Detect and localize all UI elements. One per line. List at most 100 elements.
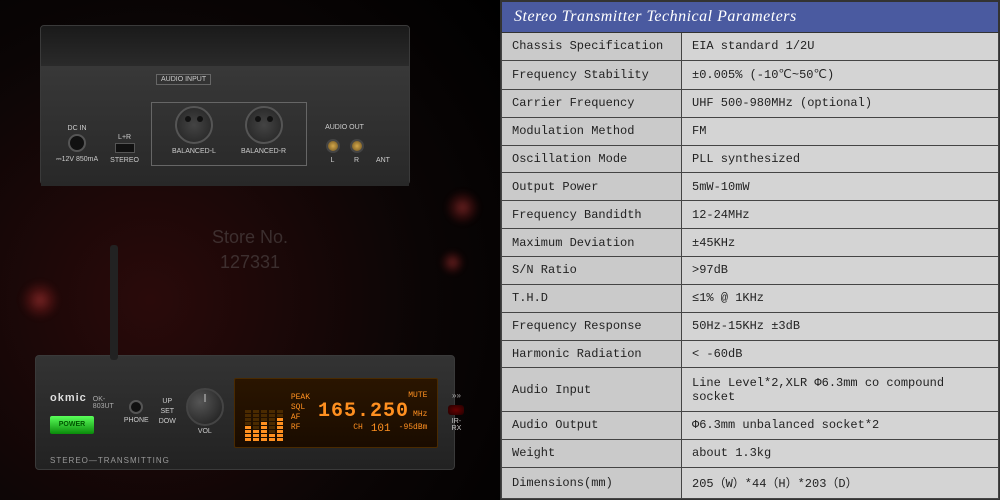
up-label: UP	[162, 398, 172, 405]
table-row: Maximum Deviation±45KHz	[502, 229, 999, 257]
ir-rx-group: »» IR-RX	[448, 391, 464, 434]
ch-label: CH	[353, 423, 363, 435]
lcd-display: PEAK SQL AF RF MUTE 165.250 MHz CH 101 -…	[234, 378, 439, 448]
antenna-icon	[110, 245, 118, 360]
vol-label: VOL	[198, 428, 212, 435]
watermark: Store No. 127331	[212, 225, 288, 275]
set-label: SET	[160, 408, 174, 415]
spec-value: 205（W）*44（H）*203（D）	[682, 467, 999, 498]
left-controls: okmic OK-803UT POWER	[50, 392, 114, 434]
spec-value: FM	[682, 117, 999, 145]
ir-receiver-icon	[448, 405, 464, 415]
down-label: DOW	[159, 418, 176, 425]
table-row: Frequency Bandidth12-24MHz	[502, 201, 999, 229]
balanced-input-group: BALANCED-L BALANCED-R	[151, 102, 307, 166]
audio-out-group: AUDIO OUT L R	[325, 124, 364, 166]
stereo-transmitting-label: STEREO—TRANSMITTING	[50, 456, 170, 465]
table-row: Chassis SpecificationEIA standard 1/2U	[502, 33, 999, 61]
rf-level-value: -95dBm	[399, 423, 428, 435]
af-label: AF	[291, 413, 310, 422]
power-button: POWER	[50, 416, 94, 434]
jack-l-group: L	[326, 139, 340, 166]
spec-table-panel: Stereo Transmitter Technical Parameters …	[500, 0, 1000, 500]
front-panel: okmic OK-803UT POWER PHONE UP SET DOW VO…	[36, 356, 454, 469]
spec-key: Modulation Method	[502, 117, 682, 145]
xlr-connector-icon	[245, 106, 283, 144]
spec-value: UHF 500-980MHz (optional)	[682, 89, 999, 117]
spec-key: Frequency Stability	[502, 60, 682, 89]
table-row: Audio OutputΦ6.3mm unbalanced socket*2	[502, 411, 999, 439]
spec-value: 50Hz-15KHz ±3dB	[682, 312, 999, 340]
stereo-switch-group: L+R STEREO	[110, 134, 139, 166]
table-row: Modulation MethodFM	[502, 117, 999, 145]
product-photo-panel: Store No. 127331 AUDIO INPUT DC IN ⎓12V …	[0, 0, 500, 500]
table-row: Output Power5mW-10mW	[502, 173, 999, 201]
bokeh-light	[440, 250, 465, 275]
stereo-label: STEREO	[110, 157, 139, 164]
xlr-connector-icon	[175, 106, 213, 144]
nav-buttons: UP SET DOW	[159, 398, 176, 427]
frequency-value: 165.250	[318, 400, 409, 423]
xlr-right-group: BALANCED-R	[241, 106, 286, 157]
balanced-r-label: BALANCED-R	[241, 148, 286, 155]
port-row: DC IN ⎓12V 850mA L+R STEREO BALANCED-L	[56, 86, 394, 166]
table-row: S/N Ratio>97dB	[502, 257, 999, 285]
irrx-label: IR-RX	[448, 418, 464, 432]
brand-logo: okmic	[50, 392, 87, 404]
sql-label: SQL	[291, 403, 310, 412]
dc-label: DC IN	[68, 125, 87, 132]
dc-jack-icon	[68, 134, 86, 152]
channel-value: 101	[371, 423, 391, 435]
bokeh-light	[20, 280, 60, 320]
rf-label: RF	[291, 423, 310, 432]
device-top-lid	[41, 26, 409, 66]
spec-value: ≤1% @ 1KHz	[682, 284, 999, 312]
spec-key: Weight	[502, 439, 682, 467]
spec-key: Frequency Bandidth	[502, 201, 682, 229]
table-row: Weightabout 1.3kg	[502, 439, 999, 467]
table-row: Oscillation ModePLL synthesized	[502, 145, 999, 173]
watermark-line: Store No.	[212, 225, 288, 250]
spec-value: about 1.3kg	[682, 439, 999, 467]
volume-knob-icon	[186, 388, 224, 426]
peak-label: PEAK	[291, 393, 310, 402]
spec-value: ±45KHz	[682, 229, 999, 257]
spec-key: Harmonic Radiation	[502, 340, 682, 368]
device-rear-panel: AUDIO INPUT DC IN ⎓12V 850mA L+R STEREO …	[41, 66, 409, 186]
device-rear-view: AUDIO INPUT DC IN ⎓12V 850mA L+R STEREO …	[40, 25, 410, 185]
spec-value: ±0.005% (-10℃~50℃)	[682, 60, 999, 89]
model-number: OK-803UT	[93, 396, 114, 410]
ant-label: ANT	[376, 157, 390, 164]
spec-value: 5mW-10mW	[682, 173, 999, 201]
table-row: Dimensions(mm)205（W）*44（H）*203（D）	[502, 467, 999, 498]
spec-table: Stereo Transmitter Technical Parameters …	[501, 1, 999, 499]
table-row: Frequency Stability±0.005% (-10℃~50℃)	[502, 60, 999, 89]
level-meters	[245, 385, 283, 441]
spec-key: Chassis Specification	[502, 33, 682, 61]
spec-key: Maximum Deviation	[502, 229, 682, 257]
xlr-left-group: BALANCED-L	[172, 106, 216, 157]
spec-key: Audio Output	[502, 411, 682, 439]
volume-knob-group: VOL	[186, 388, 224, 437]
audio-input-group-label: AUDIO INPUT	[156, 74, 211, 85]
jack-icon	[350, 139, 364, 153]
mhz-unit: MHz	[413, 410, 427, 419]
jack-r-label: R	[354, 157, 359, 164]
balanced-l-label: BALANCED-L	[172, 148, 216, 155]
spec-key: T.H.D	[502, 284, 682, 312]
spec-key: Output Power	[502, 173, 682, 201]
spec-value: < -60dB	[682, 340, 999, 368]
spec-key: Oscillation Mode	[502, 145, 682, 173]
headphone-group: PHONE	[124, 400, 149, 426]
audio-out-label: AUDIO OUT	[325, 124, 364, 131]
dc-power-group: DC IN ⎓12V 850mA	[56, 125, 98, 166]
device-front-view: okmic OK-803UT POWER PHONE UP SET DOW VO…	[35, 355, 455, 470]
table-row: Audio InputLine Level*2,XLR Φ6.3mm co co…	[502, 368, 999, 411]
bokeh-light	[445, 190, 480, 225]
spec-key: S/N Ratio	[502, 257, 682, 285]
display-labels: PEAK SQL AF RF	[291, 393, 310, 432]
spec-value: Line Level*2,XLR Φ6.3mm co compound sock…	[682, 368, 999, 411]
table-row: Harmonic Radiation< -60dB	[502, 340, 999, 368]
jack-l-label: L	[331, 157, 335, 164]
mute-indicator: MUTE	[408, 391, 427, 400]
